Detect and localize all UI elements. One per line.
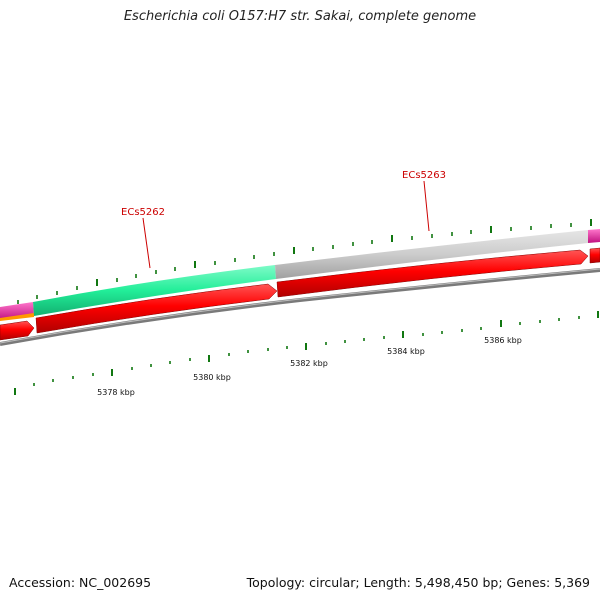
position-label: 5382 kbp (290, 359, 328, 368)
genome-backbone-highlight (0, 268, 600, 344)
gene-label-ecs5263[interactable]: ECs5263 (402, 170, 446, 181)
leader-line-ecs5263 (423, 180, 430, 232)
forward-cds-track (0, 247, 600, 341)
outer-gene-track (0, 229, 600, 321)
gene-segment-magenta-right[interactable] (588, 229, 600, 243)
position-label: 5378 kbp (97, 388, 135, 397)
cds-arrow[interactable] (276, 249, 589, 298)
upper-tick-row (17, 219, 592, 304)
cds-arrow[interactable] (589, 247, 600, 264)
position-label: 5384 kbp (387, 347, 425, 356)
cds-arrow[interactable] (0, 320, 35, 341)
genome-summary: Topology: circular; Length: 5,498,450 bp… (246, 575, 590, 590)
gene-segment-ecs5263[interactable] (275, 230, 588, 279)
gene-segment-ecs5262[interactable] (33, 265, 276, 316)
position-label: 5386 kbp (484, 336, 522, 345)
gene-label-ecs5262[interactable]: ECs5262 (121, 207, 165, 218)
genome-backbone (0, 268, 600, 346)
genome-title: Escherichia coli O157:H7 str. Sakai, com… (123, 9, 477, 24)
leader-line-ecs5262 (142, 217, 151, 269)
lower-tick-row (14, 311, 599, 395)
gene-segment-orange-left[interactable] (0, 313, 34, 321)
cds-arrow[interactable] (35, 283, 278, 334)
accession-label: Accession: NC_002695 (9, 575, 152, 590)
position-label: 5380 kbp (193, 373, 231, 382)
